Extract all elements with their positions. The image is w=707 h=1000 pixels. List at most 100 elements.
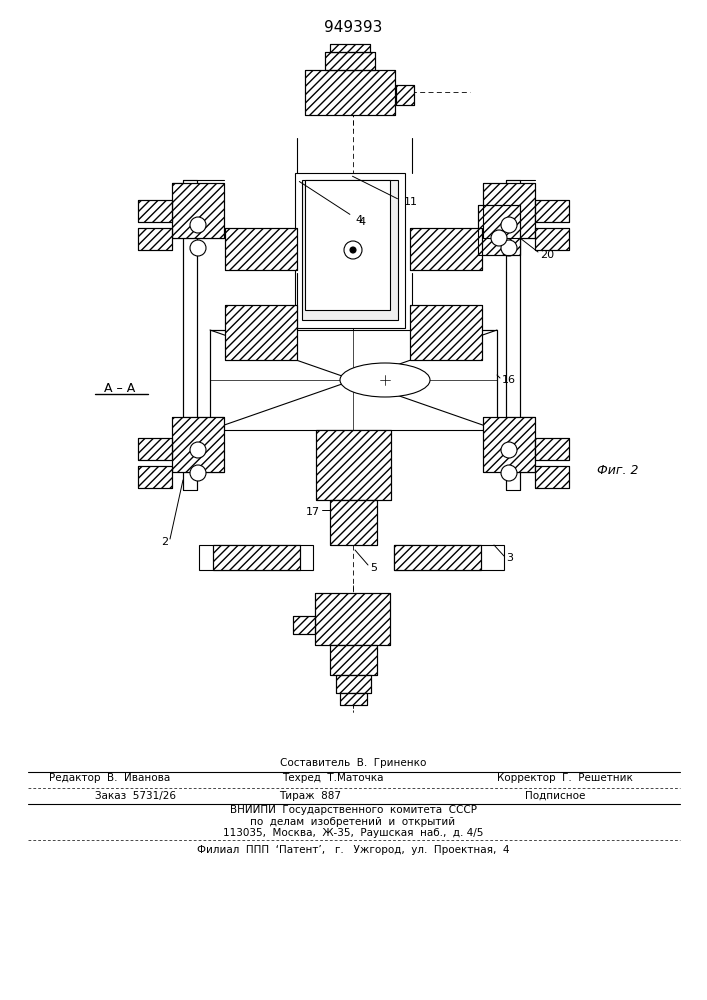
Circle shape bbox=[501, 240, 517, 256]
Circle shape bbox=[190, 442, 206, 458]
Circle shape bbox=[491, 230, 507, 246]
Bar bbox=[396, 85, 414, 105]
Text: 2: 2 bbox=[161, 537, 168, 547]
Bar bbox=[213, 545, 300, 570]
Bar bbox=[483, 417, 535, 472]
Bar bbox=[138, 438, 172, 460]
Bar bbox=[172, 417, 224, 472]
Text: Составитель  В.  Гриненко: Составитель В. Гриненко bbox=[280, 758, 426, 768]
Bar bbox=[330, 645, 377, 675]
Text: 3: 3 bbox=[506, 553, 513, 563]
Text: 16: 16 bbox=[502, 375, 516, 385]
Text: 949393: 949393 bbox=[324, 20, 382, 35]
Text: по  делам  изобретений  и  открытий: по делам изобретений и открытий bbox=[250, 817, 455, 827]
Circle shape bbox=[350, 247, 356, 253]
Circle shape bbox=[501, 217, 517, 233]
Bar bbox=[336, 675, 371, 693]
Bar bbox=[225, 305, 297, 360]
Bar bbox=[330, 500, 377, 545]
Bar bbox=[293, 616, 315, 634]
Bar bbox=[535, 228, 569, 250]
Bar bbox=[340, 693, 367, 705]
Bar bbox=[138, 228, 172, 250]
Bar bbox=[410, 228, 482, 270]
Bar bbox=[199, 545, 313, 570]
Bar bbox=[138, 466, 172, 488]
Text: 4: 4 bbox=[358, 217, 365, 227]
Text: Корректор  Г.  Решетник: Корректор Г. Решетник bbox=[497, 773, 633, 783]
Bar bbox=[316, 430, 391, 500]
Ellipse shape bbox=[340, 363, 430, 397]
Bar bbox=[506, 180, 520, 490]
Bar bbox=[210, 330, 497, 430]
Bar bbox=[394, 545, 481, 570]
Bar bbox=[295, 173, 405, 328]
Bar bbox=[410, 228, 482, 270]
Bar bbox=[138, 438, 172, 460]
Bar bbox=[138, 228, 172, 250]
Bar bbox=[535, 438, 569, 460]
Bar bbox=[330, 645, 377, 675]
Text: ВНИИПИ  Государственного  комитета  СССР: ВНИИПИ Государственного комитета СССР bbox=[230, 805, 477, 815]
Text: 4: 4 bbox=[299, 182, 362, 225]
Bar bbox=[172, 183, 224, 238]
Bar bbox=[483, 183, 535, 238]
Circle shape bbox=[190, 240, 206, 256]
Bar bbox=[325, 52, 375, 70]
Text: 5: 5 bbox=[370, 563, 377, 573]
Bar bbox=[535, 466, 569, 488]
Circle shape bbox=[190, 465, 206, 481]
Bar bbox=[293, 616, 315, 634]
Bar bbox=[305, 180, 390, 310]
Bar bbox=[535, 228, 569, 250]
Bar bbox=[483, 417, 535, 472]
Bar bbox=[394, 545, 504, 570]
Bar bbox=[138, 466, 172, 488]
Bar bbox=[138, 200, 172, 222]
Bar bbox=[302, 180, 398, 320]
Bar bbox=[172, 183, 224, 238]
Text: Подписное: Подписное bbox=[525, 791, 585, 801]
Bar bbox=[535, 200, 569, 222]
Bar bbox=[410, 305, 482, 360]
Text: 113035,  Москва,  Ж-35,  Раушская  наб.,  д. 4/5: 113035, Москва, Ж-35, Раушская наб., д. … bbox=[223, 828, 483, 838]
Bar bbox=[225, 228, 297, 270]
Bar bbox=[325, 52, 375, 70]
Bar bbox=[535, 200, 569, 222]
Text: Филиал  ППП  ‘Патент’,   г.   Ужгород,  ул.  Проектная,  4: Филиал ППП ‘Патент’, г. Ужгород, ул. Про… bbox=[197, 845, 509, 855]
Bar bbox=[225, 228, 297, 270]
Circle shape bbox=[501, 442, 517, 458]
Bar bbox=[483, 183, 535, 238]
Text: А – А: А – А bbox=[105, 381, 136, 394]
Bar bbox=[330, 44, 370, 52]
Bar bbox=[330, 44, 370, 52]
Bar bbox=[396, 85, 414, 105]
Text: Заказ  5731/26: Заказ 5731/26 bbox=[95, 791, 176, 801]
Bar bbox=[478, 205, 520, 255]
Text: 20: 20 bbox=[540, 250, 554, 260]
Bar bbox=[330, 500, 377, 545]
Circle shape bbox=[344, 241, 362, 259]
Bar bbox=[336, 675, 371, 693]
Text: 17: 17 bbox=[306, 507, 320, 517]
Bar bbox=[410, 305, 482, 360]
Bar bbox=[315, 593, 390, 645]
Bar bbox=[225, 305, 297, 360]
Bar bbox=[535, 466, 569, 488]
Bar bbox=[316, 430, 391, 500]
Text: Техред  Т.Маточка: Техред Т.Маточка bbox=[282, 773, 384, 783]
Bar bbox=[305, 70, 395, 115]
Bar bbox=[172, 417, 224, 472]
Bar bbox=[478, 205, 520, 255]
Circle shape bbox=[190, 217, 206, 233]
Bar bbox=[340, 693, 367, 705]
Bar bbox=[315, 593, 390, 645]
Bar bbox=[213, 545, 300, 570]
Text: Фиг. 2: Фиг. 2 bbox=[597, 464, 638, 477]
Text: 11: 11 bbox=[404, 197, 418, 207]
Bar bbox=[394, 545, 481, 570]
Bar bbox=[305, 70, 395, 115]
Text: Тираж  887: Тираж 887 bbox=[279, 791, 341, 801]
Bar bbox=[138, 200, 172, 222]
Bar bbox=[535, 438, 569, 460]
